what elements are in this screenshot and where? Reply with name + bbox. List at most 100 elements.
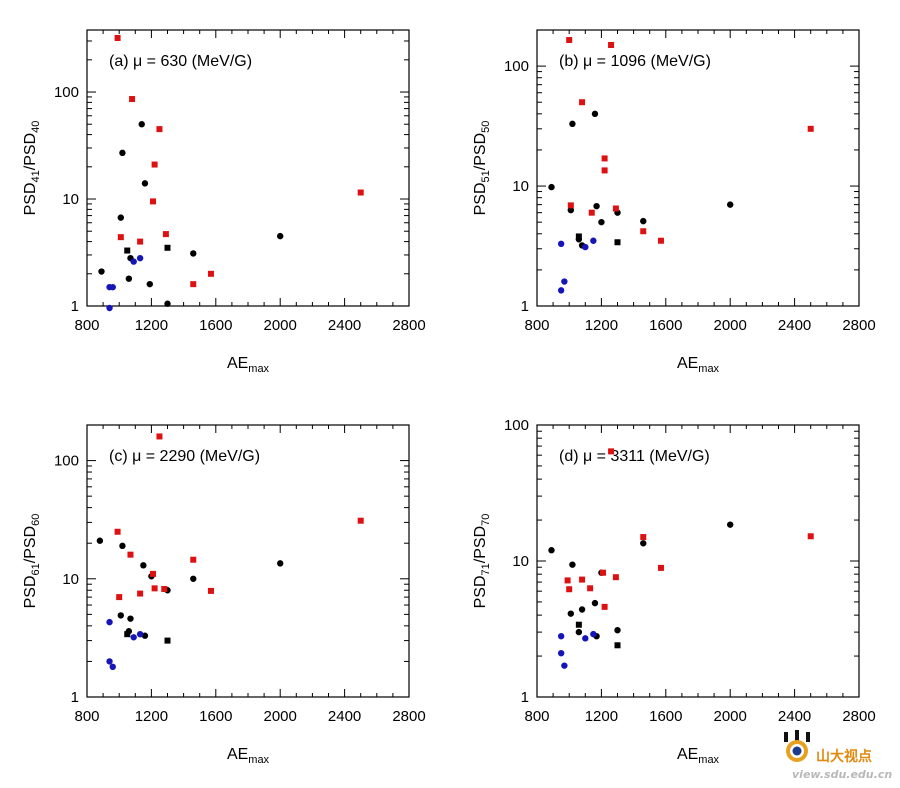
plot-frame — [86, 29, 410, 307]
data-point — [150, 198, 157, 205]
data-point — [567, 206, 575, 214]
data-point — [575, 628, 583, 636]
data-point — [640, 534, 647, 541]
panel-title: (a) μ = 630 (MeV/G) — [109, 53, 252, 70]
x-tick-label: 2000 — [714, 317, 747, 334]
y-tick-label: 100 — [54, 84, 79, 101]
x-axis-label: AEmax — [227, 746, 270, 766]
y-tick-label: 10 — [512, 553, 529, 570]
data-point — [548, 547, 555, 554]
x-tick-label: 2400 — [328, 708, 361, 725]
data-point — [564, 577, 571, 584]
x-tick-label: 1200 — [585, 317, 618, 334]
data-point — [125, 275, 133, 282]
y-tick-label: 10 — [512, 178, 529, 195]
x-tick-label: 1600 — [199, 317, 232, 334]
chart-panel: 800 1200 1600 2000 2400 2800 1 10 100 (d) μ = 331… — [472, 417, 876, 766]
x-tick-label: 2800 — [842, 708, 875, 725]
x-tick-label: 2000 — [264, 317, 297, 334]
data-point — [114, 34, 121, 41]
data-point — [151, 161, 158, 168]
x-tick-label: 1600 — [649, 317, 682, 334]
x-tick-label: 2400 — [328, 317, 361, 334]
data-point — [640, 540, 647, 547]
data-point — [590, 237, 597, 244]
data-point — [579, 99, 586, 106]
x-tick-label: 1200 — [135, 708, 168, 725]
x-tick-label: 800 — [524, 708, 549, 725]
data-point — [640, 228, 647, 235]
watermark-logo-text: 山大视点 — [816, 749, 872, 765]
y-tick-label: 1 — [71, 689, 79, 706]
x-axis-label: AEmax — [227, 355, 270, 375]
data-point — [190, 250, 197, 257]
data-point — [190, 281, 197, 288]
data-point — [588, 209, 595, 216]
y-axis-label: PSD51/PSD50 — [472, 121, 492, 216]
data-point — [138, 121, 145, 128]
x-tick-label: 800 — [74, 317, 99, 334]
panel-title: (d) μ = 3311 (MeV/G) — [559, 448, 710, 465]
data-point — [136, 630, 144, 638]
data-point — [582, 635, 589, 642]
data-point — [119, 542, 126, 550]
data-point — [608, 41, 615, 48]
data-point — [98, 268, 105, 275]
x-tick-label: 2800 — [842, 317, 875, 334]
watermark-logo-icon — [784, 730, 810, 762]
data-point — [567, 202, 574, 209]
data-point — [137, 238, 144, 245]
data-point — [130, 634, 137, 641]
data-point — [190, 556, 197, 563]
data-point — [124, 631, 131, 638]
data-point — [548, 183, 555, 191]
data-point — [151, 585, 158, 592]
data-point — [727, 521, 734, 528]
data-point — [277, 560, 284, 567]
y-tick-label: 1 — [71, 298, 79, 315]
data-point — [156, 433, 163, 440]
data-point — [614, 239, 621, 246]
data-point — [164, 300, 171, 307]
data-point — [640, 217, 647, 225]
data-point — [561, 662, 568, 669]
data-point — [657, 564, 664, 571]
data-point — [277, 232, 284, 240]
y-tick-label: 100 — [54, 453, 79, 470]
data-point — [162, 231, 169, 238]
data-point — [357, 189, 364, 196]
data-point — [591, 110, 599, 118]
data-point — [141, 632, 149, 639]
y-axis-label: PSD71/PSD70 — [472, 514, 492, 609]
data-point — [561, 278, 568, 285]
x-axis-label: AEmax — [677, 355, 720, 375]
data-point — [578, 606, 586, 613]
watermark-url: view.sdu.edu.cn — [792, 768, 893, 781]
data-point — [119, 149, 126, 157]
plot-frame — [536, 29, 860, 307]
data-point — [116, 594, 123, 601]
x-tick-label: 2800 — [392, 708, 425, 725]
data-point — [117, 234, 124, 241]
data-point — [164, 637, 171, 644]
x-tick-label: 2400 — [778, 317, 811, 334]
data-point — [106, 304, 113, 312]
plot-frame — [86, 424, 410, 698]
data-point — [657, 237, 664, 244]
data-point — [567, 610, 575, 617]
data-point — [591, 599, 599, 607]
data-point — [190, 575, 197, 582]
x-tick-label: 1200 — [585, 708, 618, 725]
data-point — [587, 585, 594, 592]
data-point — [161, 585, 168, 592]
x-tick-label: 2000 — [714, 708, 747, 725]
data-point — [130, 258, 137, 265]
x-axis-label: AEmax — [677, 746, 720, 766]
data-point — [557, 632, 565, 640]
x-tick-label: 800 — [524, 317, 549, 334]
data-point — [557, 287, 565, 294]
data-point — [575, 233, 582, 240]
x-tick-label: 2000 — [264, 708, 297, 725]
data-point — [146, 280, 153, 288]
data-point — [106, 618, 113, 626]
